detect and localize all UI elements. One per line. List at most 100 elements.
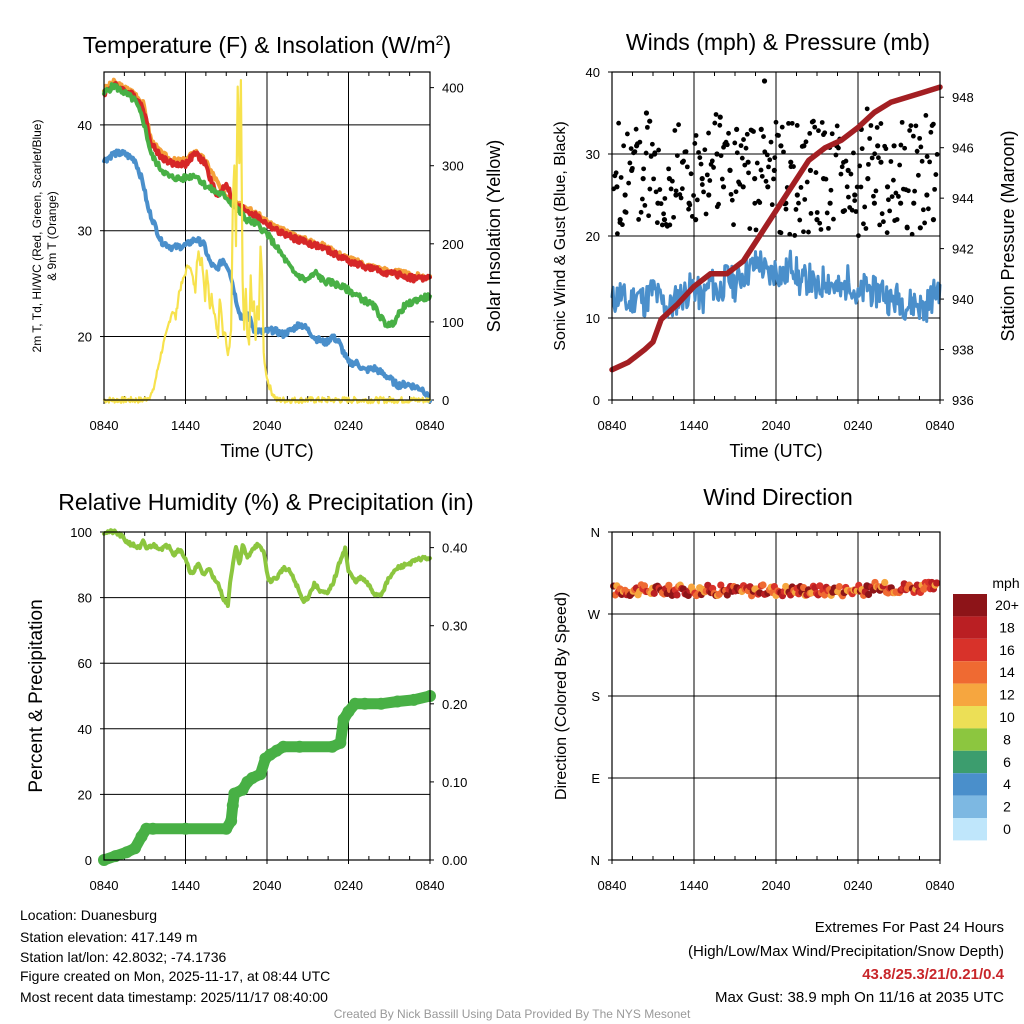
right-y-tick-label: 200 bbox=[442, 237, 464, 252]
gust-point bbox=[884, 230, 890, 236]
gust-point bbox=[656, 147, 662, 153]
colorbar-label: 4 bbox=[1003, 776, 1011, 792]
gust-point bbox=[761, 78, 768, 84]
x-tick-label: 2040 bbox=[762, 418, 791, 433]
plot-frame bbox=[103, 531, 431, 861]
gust-point bbox=[737, 181, 743, 187]
gust-point bbox=[758, 126, 764, 132]
gust-point bbox=[914, 148, 920, 154]
gust-point bbox=[714, 151, 720, 157]
y-tick-label: 100 bbox=[70, 525, 92, 540]
panel-2-title: Winds (mph) & Pressure (mb) bbox=[626, 29, 930, 55]
y-tick-label: N bbox=[591, 853, 600, 868]
gust-point bbox=[763, 178, 769, 184]
gust-point bbox=[626, 180, 632, 186]
gust-point bbox=[643, 150, 649, 156]
panel-2-xlabel: Time (UTC) bbox=[729, 441, 822, 461]
gust-point bbox=[646, 213, 652, 219]
gust-point bbox=[693, 217, 699, 223]
gust-point bbox=[875, 143, 881, 149]
gust-point bbox=[862, 204, 868, 210]
gust-point bbox=[839, 164, 845, 170]
x-tick-label: 1440 bbox=[680, 418, 709, 433]
precip-point bbox=[226, 799, 239, 812]
gust-point bbox=[828, 187, 834, 193]
gust-point bbox=[679, 186, 685, 192]
gust-point bbox=[778, 143, 784, 149]
panel-1-title: Temperature (F) & Insolation (W/m2) bbox=[83, 32, 451, 58]
gust-point bbox=[706, 192, 712, 198]
gust-point bbox=[692, 141, 698, 146]
gust-point bbox=[932, 186, 938, 192]
gust-point bbox=[878, 121, 884, 126]
gust-point bbox=[915, 172, 921, 178]
right-y-tick-label: 940 bbox=[952, 292, 974, 307]
right-y-tick-label: 400 bbox=[442, 81, 464, 96]
gust-point bbox=[872, 151, 878, 157]
gust-point bbox=[876, 155, 881, 161]
gust-point bbox=[922, 220, 928, 226]
gust-point bbox=[734, 150, 740, 156]
gust-point bbox=[797, 217, 803, 223]
colorbar-swatch bbox=[953, 818, 987, 841]
x-tick-label: 0840 bbox=[598, 878, 627, 893]
colorbar-label: 10 bbox=[999, 709, 1015, 725]
gust-point bbox=[884, 184, 891, 190]
gust-point bbox=[917, 135, 923, 141]
gust-point bbox=[739, 155, 745, 161]
precip-point bbox=[225, 814, 238, 827]
gust-point bbox=[791, 164, 796, 169]
gust-point bbox=[898, 142, 904, 148]
colorbar-swatch bbox=[953, 750, 987, 774]
gust-point bbox=[704, 172, 710, 178]
y-tick-label: 40 bbox=[78, 118, 92, 133]
direction-point bbox=[640, 582, 649, 590]
gust-point bbox=[781, 149, 786, 155]
gust-point bbox=[769, 202, 775, 208]
gust-point bbox=[783, 206, 789, 212]
gust-point bbox=[911, 200, 917, 206]
panel-1-ylabel-1: 2m T, Td, HI/WC (Red, Green, Scarlet/Blu… bbox=[30, 120, 44, 353]
gust-point bbox=[849, 207, 855, 213]
precip-point bbox=[277, 740, 290, 753]
direction-point bbox=[835, 583, 843, 591]
gust-point bbox=[833, 152, 839, 158]
panel-4-title: Wind Direction bbox=[703, 484, 853, 510]
gust-point bbox=[819, 120, 825, 125]
colorbar-label: 18 bbox=[999, 619, 1015, 635]
colorbar-swatch bbox=[953, 661, 987, 684]
gust-point bbox=[752, 200, 758, 206]
extremes-title: Extremes For Past 24 Hours bbox=[814, 919, 1004, 936]
gust-point bbox=[814, 210, 820, 215]
right-y-tick-label: 948 bbox=[952, 90, 974, 105]
gust-point bbox=[761, 134, 766, 139]
gust-point bbox=[823, 176, 829, 182]
panel-4: 0840 1440 2040 0240 0840 N E S W N Wind Direction D… bbox=[553, 484, 954, 893]
gust-point bbox=[851, 150, 856, 156]
gust-point bbox=[742, 162, 748, 168]
gust-point bbox=[861, 221, 866, 227]
gust-point bbox=[933, 172, 939, 177]
gust-point bbox=[920, 207, 926, 213]
colorbar-label: 14 bbox=[999, 664, 1015, 680]
gust-point bbox=[622, 192, 628, 198]
x-tick-label: 0840 bbox=[926, 878, 955, 893]
y-tick-label: W bbox=[588, 607, 601, 622]
x-tick-label: 0240 bbox=[844, 878, 873, 893]
gust-point bbox=[866, 161, 871, 167]
direction-point bbox=[723, 591, 731, 599]
y-tick-label: 40 bbox=[78, 722, 92, 737]
gust-point bbox=[726, 130, 731, 136]
right-y-tick-label: 0.00 bbox=[442, 853, 467, 868]
panel-2-ylabel-right: Station Pressure (Maroon) bbox=[998, 130, 1018, 341]
gust-point bbox=[711, 165, 716, 170]
gust-point bbox=[919, 158, 925, 164]
gust-point bbox=[713, 112, 719, 117]
series-2m-t bbox=[102, 81, 432, 284]
panel-2: 0840 1440 2040 0240 0840 0 10 20 30 40 Winds (mph)… bbox=[552, 29, 1018, 461]
precip-point bbox=[407, 693, 420, 706]
gust-point bbox=[699, 176, 705, 182]
gust-point bbox=[751, 129, 756, 134]
precip-point bbox=[109, 850, 122, 863]
